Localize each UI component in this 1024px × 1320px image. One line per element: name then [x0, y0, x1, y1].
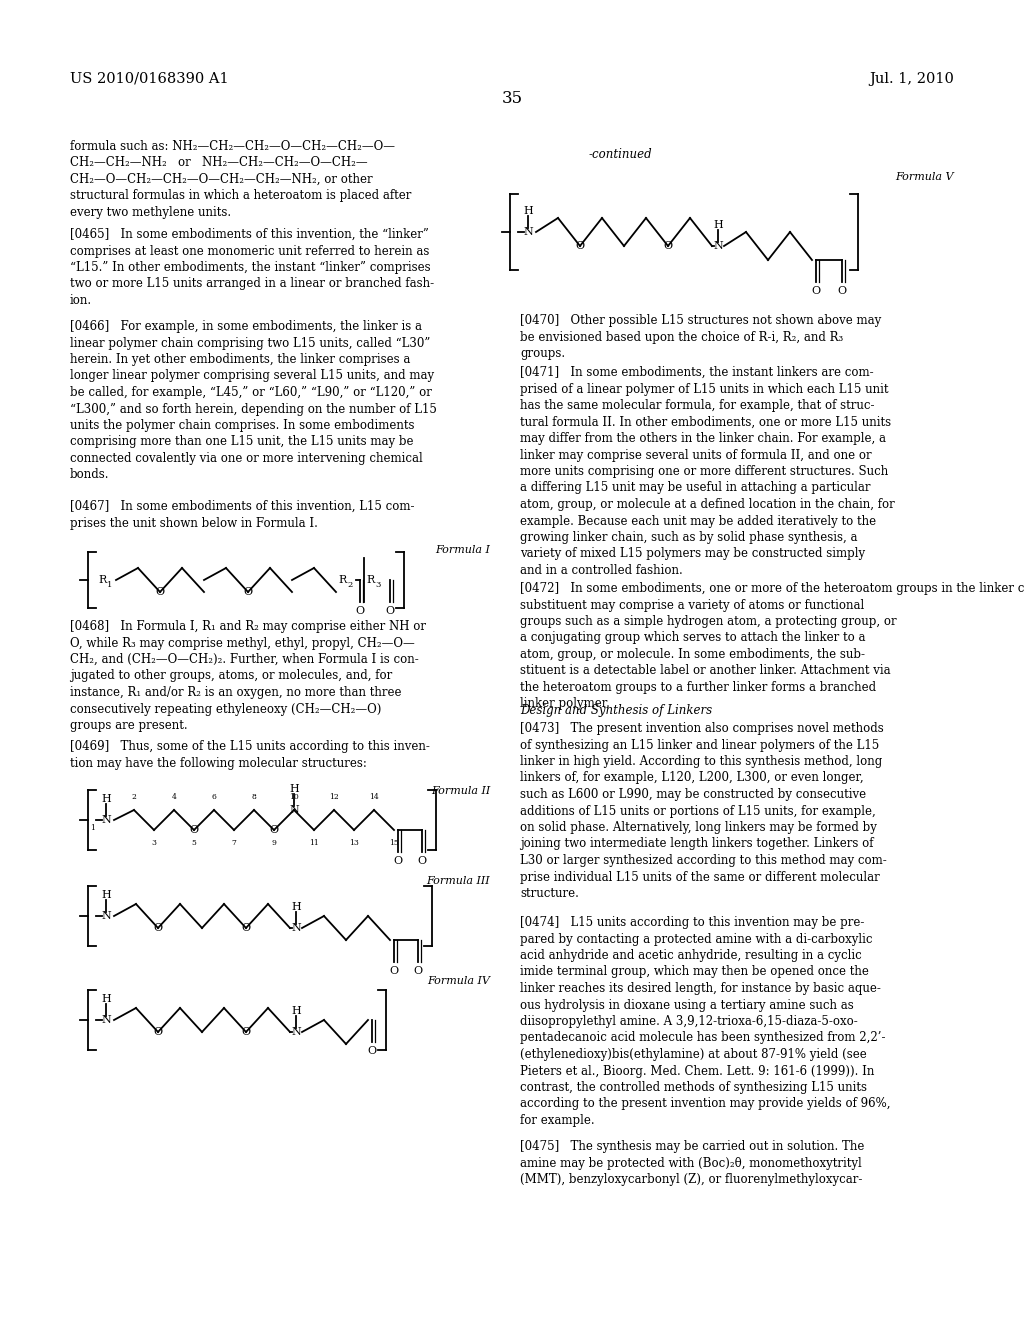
- Text: 7: 7: [231, 840, 237, 847]
- Text: [0465]   In some embodiments of this invention, the “linker”
comprises at least : [0465] In some embodiments of this inven…: [70, 228, 434, 308]
- Text: O: O: [355, 606, 365, 616]
- Text: [0472]   In some embodiments, one or more of the heteroatom groups in the linker: [0472] In some embodiments, one or more …: [520, 582, 1024, 710]
- Text: O: O: [154, 923, 163, 933]
- Text: 6: 6: [212, 793, 216, 801]
- Text: 14: 14: [369, 793, 379, 801]
- Text: O: O: [368, 1045, 377, 1056]
- Text: 35: 35: [502, 90, 522, 107]
- Text: 2: 2: [131, 793, 136, 801]
- Text: US 2010/0168390 A1: US 2010/0168390 A1: [70, 73, 228, 86]
- Text: 2: 2: [347, 581, 352, 589]
- Text: formula such as: NH₂—CH₂—CH₂—O—CH₂—CH₂—O—
CH₂—CH₂—NH₂   or   NH₂—CH₂—CH₂—O—CH₂—
: formula such as: NH₂—CH₂—CH₂—O—CH₂—CH₂—O…: [70, 140, 412, 219]
- Text: R: R: [98, 576, 106, 585]
- Text: [0469]   Thus, some of the L15 units according to this inven-
tion may have the : [0469] Thus, some of the L15 units accor…: [70, 741, 430, 770]
- Text: [0471]   In some embodiments, the instant linkers are com-
prised of a linear po: [0471] In some embodiments, the instant …: [520, 366, 895, 577]
- Text: N: N: [523, 227, 532, 238]
- Text: H: H: [291, 902, 301, 912]
- Text: O: O: [393, 855, 402, 866]
- Text: O: O: [242, 923, 251, 933]
- Text: O: O: [418, 855, 427, 866]
- Text: O: O: [575, 242, 585, 251]
- Text: O: O: [242, 1027, 251, 1038]
- Text: O: O: [154, 1027, 163, 1038]
- Text: Jul. 1, 2010: Jul. 1, 2010: [869, 73, 954, 86]
- Text: O: O: [414, 966, 423, 975]
- Text: 1: 1: [106, 581, 113, 589]
- Text: [0467]   In some embodiments of this invention, L15 com-
prises the unit shown b: [0467] In some embodiments of this inven…: [70, 500, 415, 529]
- Text: Formula III: Formula III: [426, 876, 490, 886]
- Text: H: H: [713, 220, 723, 230]
- Text: 9: 9: [271, 840, 276, 847]
- Text: O: O: [389, 966, 398, 975]
- Text: R: R: [338, 576, 346, 585]
- Text: O: O: [156, 587, 165, 597]
- Text: H: H: [101, 890, 111, 900]
- Text: 3: 3: [375, 581, 380, 589]
- Text: O: O: [838, 286, 847, 296]
- Text: O: O: [189, 825, 199, 836]
- Text: O: O: [811, 286, 820, 296]
- Text: N: N: [101, 1015, 111, 1026]
- Text: N: N: [713, 242, 723, 251]
- Text: O: O: [244, 587, 253, 597]
- Text: 1: 1: [90, 824, 95, 832]
- Text: [0466]   For example, in some embodiments, the linker is a
linear polymer chain : [0466] For example, in some embodiments,…: [70, 319, 437, 482]
- Text: 15: 15: [389, 840, 399, 847]
- Text: 10: 10: [289, 793, 299, 801]
- Text: [0475]   The synthesis may be carried out in solution. The
amine may be protecte: [0475] The synthesis may be carried out …: [520, 1140, 864, 1185]
- Text: 8: 8: [252, 793, 256, 801]
- Text: [0470]   Other possible L15 structures not shown above may
be envisioned based u: [0470] Other possible L15 structures not…: [520, 314, 882, 360]
- Text: N: N: [101, 814, 111, 825]
- Text: H: H: [101, 795, 111, 804]
- Text: [0473]   The present invention also comprises novel methods
of synthesizing an L: [0473] The present invention also compri…: [520, 722, 887, 900]
- Text: N: N: [291, 1027, 301, 1038]
- Text: H: H: [101, 994, 111, 1005]
- Text: Design and Synthesis of Linkers: Design and Synthesis of Linkers: [520, 704, 712, 717]
- Text: O: O: [664, 242, 673, 251]
- Text: O: O: [269, 825, 279, 836]
- Text: R: R: [366, 576, 374, 585]
- Text: 13: 13: [349, 840, 359, 847]
- Text: -continued: -continued: [588, 148, 652, 161]
- Text: 11: 11: [309, 840, 318, 847]
- Text: N: N: [291, 923, 301, 933]
- Text: N: N: [289, 805, 299, 814]
- Text: H: H: [291, 1006, 301, 1016]
- Text: 3: 3: [152, 840, 157, 847]
- Text: [0468]   In Formula I, R₁ and R₂ may comprise either NH or
O, while R₃ may compr: [0468] In Formula I, R₁ and R₂ may compr…: [70, 620, 426, 733]
- Text: 4: 4: [172, 793, 176, 801]
- Text: Formula V: Formula V: [896, 172, 954, 182]
- Text: [0474]   L15 units according to this invention may be pre-
pared by contacting a: [0474] L15 units according to this inven…: [520, 916, 891, 1127]
- Text: 5: 5: [191, 840, 197, 847]
- Text: H: H: [523, 206, 532, 216]
- Text: 12: 12: [329, 793, 339, 801]
- Text: O: O: [385, 606, 394, 616]
- Text: Formula I: Formula I: [435, 545, 490, 554]
- Text: N: N: [101, 911, 111, 921]
- Text: Formula II: Formula II: [431, 785, 490, 796]
- Text: H: H: [289, 784, 299, 795]
- Text: Formula IV: Formula IV: [427, 975, 490, 986]
